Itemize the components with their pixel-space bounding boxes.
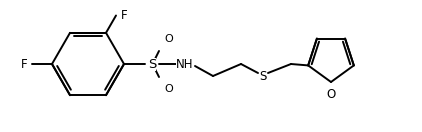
Text: S: S [148, 58, 156, 70]
Text: O: O [326, 88, 335, 101]
Text: S: S [259, 70, 267, 82]
Text: F: F [22, 58, 28, 70]
Text: F: F [121, 9, 127, 22]
Text: NH: NH [176, 58, 194, 70]
Text: O: O [164, 84, 173, 94]
Text: O: O [164, 34, 173, 44]
